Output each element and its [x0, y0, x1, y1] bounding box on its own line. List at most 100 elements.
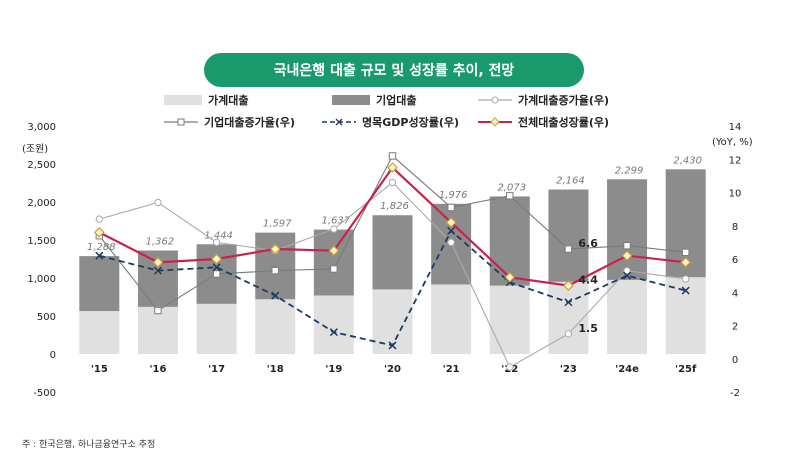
legend-label: 전체대출성장률(우) [518, 116, 610, 129]
x-tick-label: '23 [560, 364, 577, 375]
legend-swatch-light-icon [164, 95, 202, 105]
total-growth-point [269, 243, 281, 255]
right-tick-label: 2 [732, 322, 738, 333]
right-tick-label: 6 [732, 255, 738, 266]
x-tick-label: '17 [208, 364, 225, 375]
bar-corporate-loan [607, 179, 648, 280]
footnote: 주 : 한국은행, 하나금융연구소 추정 [22, 440, 156, 450]
bar-household-loan [196, 303, 237, 354]
left-tick-label: 1,000 [27, 274, 56, 285]
x-tick-label: '20 [384, 364, 401, 375]
total-growth-point [445, 217, 457, 228]
household-growth-point [154, 198, 162, 207]
legend-total-growth: 전체대출성장률(우) [478, 114, 609, 130]
corporate-growth-point [447, 203, 455, 212]
corporate-growth-point [330, 265, 338, 273]
gdp-growth-point [681, 286, 690, 295]
left-tick-label: -500 [33, 388, 56, 399]
bar-total-label: 2,164 [556, 176, 585, 187]
annotation-label: 1.5 [578, 322, 598, 335]
bar-corporate-loan [548, 189, 589, 282]
x-tick-label: '25f [675, 364, 697, 375]
gdp-growth-point [564, 298, 573, 307]
total-growth-point [328, 245, 340, 257]
bar-total-label: 1,976 [439, 190, 468, 201]
legend-corporate-loan: 기업대출 [332, 92, 416, 108]
bar-household-loan [607, 279, 648, 354]
gdp-growth-point [329, 328, 338, 337]
legend-label: 기업대출증가율(우) [204, 116, 296, 129]
legend-household-loan: 가계대출 [164, 92, 248, 108]
legend-household-growth: 가계대출증가율(우) [478, 92, 609, 108]
bar-corporate-loan [372, 215, 413, 290]
gdp-growth-point [623, 271, 632, 280]
right-tick-label: 4 [732, 288, 738, 299]
legend-line-circle-icon [478, 96, 512, 104]
chart-title: 국내은행 대출 규모 및 성장률 추이, 전망 [204, 53, 584, 87]
bar-total-label: 2,299 [615, 165, 644, 176]
right-tick-label: 0 [732, 355, 738, 366]
bar-household-loan [255, 299, 296, 354]
left-tick-label: 1,500 [27, 236, 56, 247]
left-tick-label: 2,000 [27, 198, 56, 209]
total-growth-point [621, 250, 633, 262]
x-tick-label: '18 [267, 364, 284, 375]
legend-label: 가계대출증가율(우) [518, 94, 610, 107]
gdp-growth-point [271, 291, 280, 300]
total-growth-point [563, 280, 574, 291]
bar-total-label: 2,430 [673, 155, 702, 166]
total-growth-point [680, 256, 692, 268]
household-growth-point [330, 225, 338, 233]
bar-total-label: 2,073 [497, 182, 526, 193]
left-tick-label: 3,000 [27, 122, 56, 133]
corporate-growth-point [506, 192, 514, 200]
corporate-growth-point [564, 245, 573, 253]
bar-total-label: 1,826 [380, 201, 409, 212]
x-tick-label: '19 [325, 364, 342, 375]
bar-corporate-loan [313, 229, 354, 296]
corporate-growth-point [623, 242, 631, 250]
household-growth-point [212, 238, 221, 247]
legend-gdp-growth: 명목GDP성장률(우) [322, 114, 459, 130]
annotation-label: 4.4 [578, 274, 598, 287]
x-tick-label: '15 [91, 364, 108, 375]
bar-household-loan [313, 295, 354, 354]
bar-total-label: 1,288 [87, 242, 116, 253]
bar-household-loan [137, 306, 178, 354]
corporate-growth-point [212, 270, 221, 278]
bar-total-label: 1,637 [322, 216, 351, 227]
total-growth-point [211, 253, 222, 265]
bar-household-loan [548, 281, 589, 354]
right-tick-label: 14 [729, 122, 742, 133]
right-axis-unit: (YoY, %) [712, 137, 753, 148]
right-tick-label: 12 [729, 155, 742, 166]
legend-corporate-growth: 기업대출증가율(우) [164, 114, 295, 130]
household-growth-point [564, 330, 573, 338]
gdp-growth-point [95, 251, 104, 260]
right-tick-label: 10 [729, 189, 742, 200]
total-growth-point [387, 162, 398, 173]
annotation-label: 6.6 [578, 237, 598, 250]
legend-label: 기업대출 [376, 94, 417, 107]
right-tick-label: -2 [730, 388, 740, 399]
x-tick-label: '16 [149, 364, 166, 375]
total-growth-point [152, 256, 164, 268]
legend-label: 명목GDP성장률(우) [362, 116, 459, 129]
right-tick-label: 8 [732, 222, 738, 233]
total-growth-point [93, 227, 105, 238]
household-growth-point [388, 178, 397, 187]
left-axis-unit: (조원) [22, 143, 48, 155]
bar-total-label: 1,597 [263, 219, 292, 230]
gdp-growth-point [447, 226, 456, 235]
corporate-growth-point [154, 306, 162, 315]
bar-total-label: 1,444 [204, 230, 233, 241]
corporate-growth-point [681, 248, 690, 257]
corporate-growth-point [271, 266, 279, 275]
x-tick-label: '24e [615, 364, 639, 375]
household-growth-point [681, 275, 690, 283]
household-growth-point [623, 266, 631, 275]
household-growth-point [506, 363, 514, 371]
bar-corporate-loan [79, 256, 120, 312]
total-growth-point [504, 271, 516, 283]
